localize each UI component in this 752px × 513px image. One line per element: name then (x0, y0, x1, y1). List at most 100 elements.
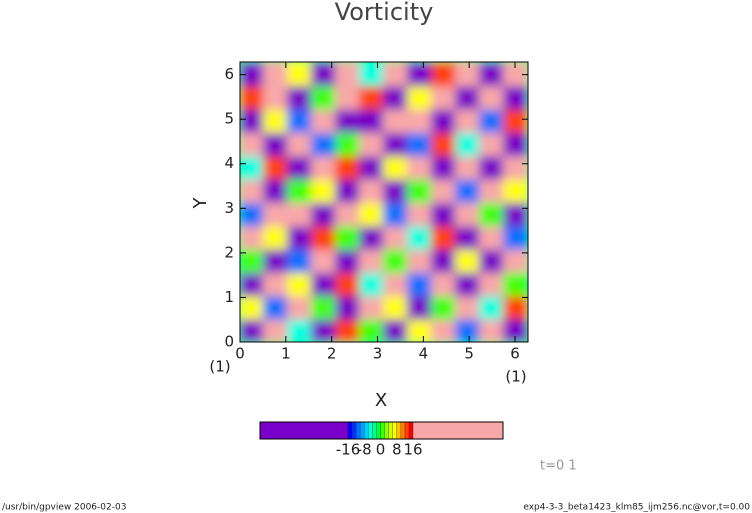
cell (503, 62, 528, 87)
cell (455, 247, 481, 273)
cell (263, 201, 289, 227)
y-tick-label: 2 (224, 243, 234, 261)
cell (503, 177, 528, 203)
colorbar-swatch (364, 422, 369, 439)
cell (359, 271, 385, 297)
cell (335, 131, 361, 157)
cell (455, 154, 481, 180)
cell (263, 177, 289, 203)
cell (335, 107, 361, 133)
cell (479, 62, 505, 87)
colorbar-swatch (372, 422, 377, 439)
cell (407, 317, 433, 342)
cell (383, 84, 409, 110)
cell (479, 201, 505, 227)
cell (335, 201, 361, 227)
cell (311, 317, 337, 342)
cell (240, 224, 265, 250)
cell (407, 131, 433, 157)
colorbar-swatch (356, 422, 361, 439)
colorbar-swatch (413, 422, 503, 439)
cell (455, 201, 481, 227)
cell (431, 294, 457, 320)
cell (359, 317, 385, 342)
cell (359, 294, 385, 320)
cell (383, 131, 409, 157)
cell (407, 247, 433, 273)
cell (455, 271, 481, 297)
cell (287, 317, 313, 342)
cell (335, 177, 361, 203)
cell (503, 294, 528, 320)
colorbar-swatch (384, 422, 389, 439)
cell (431, 177, 457, 203)
cell (455, 224, 481, 250)
cell (503, 201, 528, 227)
cell (407, 177, 433, 203)
colorbar-swatch (392, 422, 397, 439)
cell (359, 224, 385, 250)
cell (287, 84, 313, 110)
cell (431, 62, 457, 87)
cell (335, 62, 361, 87)
cell (383, 201, 409, 227)
x-axis-label: X (375, 390, 387, 411)
cell (311, 62, 337, 87)
cell (503, 107, 528, 133)
cell (311, 177, 337, 203)
cell (479, 247, 505, 273)
cell (503, 224, 528, 250)
cell (263, 107, 289, 133)
cell (287, 294, 313, 320)
frame (239, 61, 529, 343)
x-tick-label: 6 (510, 345, 520, 363)
cell (455, 131, 481, 157)
cell (263, 247, 289, 273)
cell (479, 224, 505, 250)
cell (263, 271, 289, 297)
cell (240, 84, 265, 110)
cell (479, 177, 505, 203)
cell (240, 177, 265, 203)
y-axis-label: Y (190, 197, 211, 210)
colorbar-tick-label: -16 (336, 441, 361, 459)
cell (287, 107, 313, 133)
cell (263, 317, 289, 342)
cell (455, 177, 481, 203)
cell (503, 154, 528, 180)
cell (503, 271, 528, 297)
cell (407, 224, 433, 250)
cell (335, 247, 361, 273)
cell (263, 294, 289, 320)
y-tick-label: 4 (224, 154, 234, 172)
colorbar-tick-label: 0 (376, 441, 386, 459)
cell (383, 317, 409, 342)
cell (359, 62, 385, 87)
y-tick-label: 6 (224, 65, 234, 83)
cell (359, 154, 385, 180)
cell (383, 294, 409, 320)
cell (383, 247, 409, 273)
cell (240, 317, 265, 342)
y-tick-label: 0 (224, 333, 234, 351)
cell (287, 177, 313, 203)
cell (335, 84, 361, 110)
cell (311, 224, 337, 250)
cell (359, 201, 385, 227)
cell (407, 62, 433, 87)
y-unit: (1) (209, 358, 230, 376)
cell (383, 271, 409, 297)
field (240, 62, 528, 342)
cell (503, 84, 528, 110)
cell (311, 294, 337, 320)
cell (311, 84, 337, 110)
cell (383, 62, 409, 87)
cell (479, 131, 505, 157)
cell (503, 317, 528, 342)
cell (455, 84, 481, 110)
cell (359, 177, 385, 203)
colorbar-tick-label: 16 (403, 441, 422, 459)
cell (287, 201, 313, 227)
